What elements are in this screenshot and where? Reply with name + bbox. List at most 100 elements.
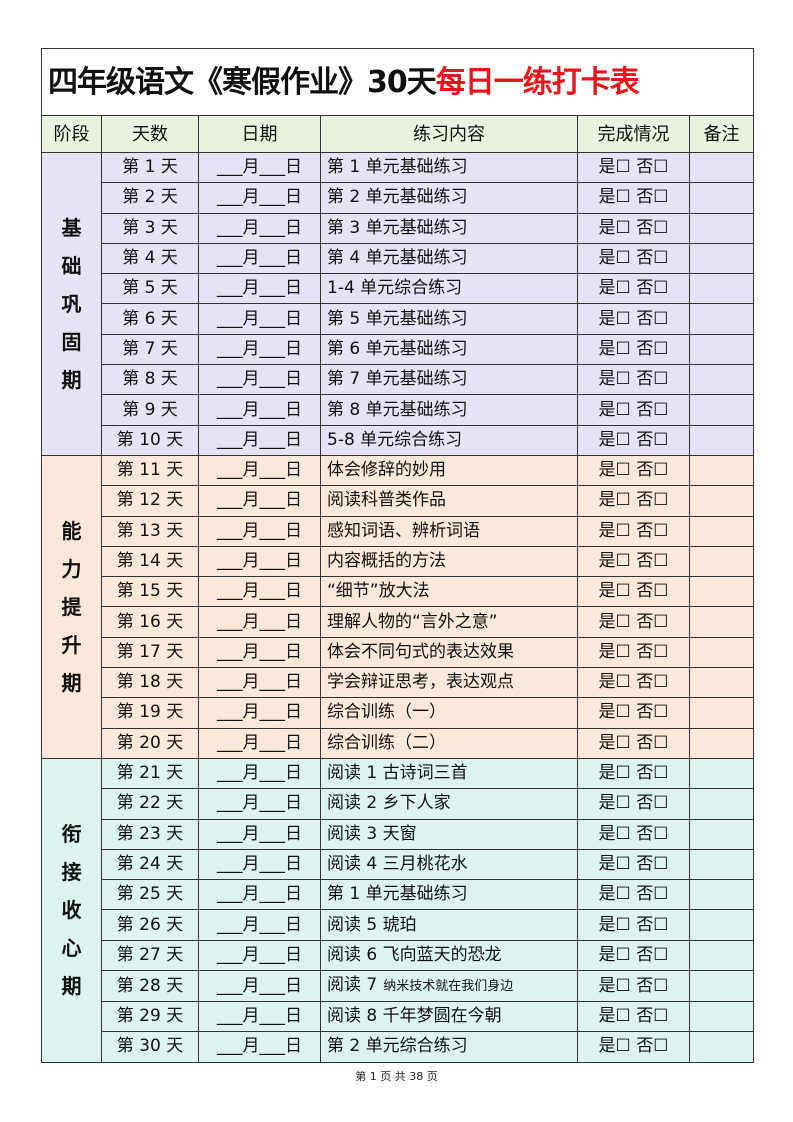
completion-checkboxes[interactable]: 是☐ 否☐ bbox=[577, 667, 690, 699]
notes-cell[interactable] bbox=[689, 606, 754, 638]
day-cell: 第 13 天 bbox=[101, 515, 199, 547]
completion-checkboxes[interactable]: 是☐ 否☐ bbox=[577, 818, 690, 850]
title-highlight: 每日一练打卡表 bbox=[435, 64, 640, 100]
stage-cell: 衔接收心期 bbox=[41, 757, 102, 1063]
notes-cell[interactable] bbox=[689, 151, 754, 184]
day-cell: 第 30 天 bbox=[101, 1031, 199, 1063]
date-field[interactable]: ___月___日 bbox=[198, 909, 321, 941]
date-field[interactable]: ___月___日 bbox=[198, 939, 321, 972]
notes-cell[interactable] bbox=[689, 1001, 754, 1033]
completion-checkboxes[interactable]: 是☐ 否☐ bbox=[577, 454, 690, 487]
completion-checkboxes[interactable]: 是☐ 否☐ bbox=[577, 394, 690, 426]
completion-checkboxes[interactable]: 是☐ 否☐ bbox=[577, 364, 690, 396]
completion-checkboxes[interactable]: 是☐ 否☐ bbox=[577, 697, 690, 729]
completion-checkboxes[interactable]: 是☐ 否☐ bbox=[577, 909, 690, 941]
completion-checkboxes[interactable]: 是☐ 否☐ bbox=[577, 788, 690, 820]
notes-cell[interactable] bbox=[689, 424, 754, 456]
date-field[interactable]: ___月___日 bbox=[198, 757, 321, 790]
notes-cell[interactable] bbox=[689, 182, 754, 214]
date-field[interactable]: ___月___日 bbox=[198, 394, 321, 426]
header-date: 日期 bbox=[198, 115, 321, 153]
date-field[interactable]: ___月___日 bbox=[198, 212, 321, 244]
notes-cell[interactable] bbox=[689, 364, 754, 396]
notes-cell[interactable] bbox=[689, 697, 754, 729]
date-field[interactable]: ___月___日 bbox=[198, 1031, 321, 1063]
day-cell: 第 6 天 bbox=[101, 303, 199, 335]
completion-checkboxes[interactable]: 是☐ 否☐ bbox=[577, 333, 690, 366]
notes-cell[interactable] bbox=[689, 667, 754, 699]
completion-checkboxes[interactable]: 是☐ 否☐ bbox=[577, 273, 690, 305]
date-field[interactable]: ___月___日 bbox=[198, 667, 321, 699]
notes-cell[interactable] bbox=[689, 939, 754, 972]
notes-cell[interactable] bbox=[689, 545, 754, 578]
completion-checkboxes[interactable]: 是☐ 否☐ bbox=[577, 636, 690, 669]
date-field[interactable]: ___月___日 bbox=[198, 879, 321, 911]
table-row: 第 30 天 ___月___日第 2 单元综合练习 是☐ 否☐ bbox=[41, 1031, 754, 1063]
notes-cell[interactable] bbox=[689, 394, 754, 426]
date-field[interactable]: ___月___日 bbox=[198, 788, 321, 820]
date-field[interactable]: ___月___日 bbox=[198, 303, 321, 335]
completion-checkboxes[interactable]: 是☐ 否☐ bbox=[577, 242, 690, 275]
notes-cell[interactable] bbox=[689, 727, 754, 759]
date-field[interactable]: ___月___日 bbox=[198, 242, 321, 275]
completion-checkboxes[interactable]: 是☐ 否☐ bbox=[577, 485, 690, 517]
notes-cell[interactable] bbox=[689, 818, 754, 850]
notes-cell[interactable] bbox=[689, 879, 754, 911]
date-field[interactable]: ___月___日 bbox=[198, 424, 321, 456]
completion-checkboxes[interactable]: 是☐ 否☐ bbox=[577, 303, 690, 335]
notes-cell[interactable] bbox=[689, 273, 754, 305]
completion-checkboxes[interactable]: 是☐ 否☐ bbox=[577, 576, 690, 608]
date-field[interactable]: ___月___日 bbox=[198, 636, 321, 669]
completion-checkboxes[interactable]: 是☐ 否☐ bbox=[577, 606, 690, 638]
notes-cell[interactable] bbox=[689, 576, 754, 608]
notes-cell[interactable] bbox=[689, 757, 754, 790]
completion-checkboxes[interactable]: 是☐ 否☐ bbox=[577, 545, 690, 578]
date-field[interactable]: ___月___日 bbox=[198, 182, 321, 214]
completion-checkboxes[interactable]: 是☐ 否☐ bbox=[577, 1001, 690, 1033]
date-field[interactable]: ___月___日 bbox=[198, 576, 321, 608]
notes-cell[interactable] bbox=[689, 212, 754, 244]
date-field[interactable]: ___月___日 bbox=[198, 727, 321, 759]
notes-cell[interactable] bbox=[689, 1031, 754, 1063]
date-field[interactable]: ___月___日 bbox=[198, 333, 321, 366]
date-field[interactable]: ___月___日 bbox=[198, 818, 321, 850]
completion-checkboxes[interactable]: 是☐ 否☐ bbox=[577, 515, 690, 547]
date-field[interactable]: ___月___日 bbox=[198, 1001, 321, 1033]
completion-checkboxes[interactable]: 是☐ 否☐ bbox=[577, 727, 690, 759]
date-field[interactable]: ___月___日 bbox=[198, 515, 321, 547]
notes-cell[interactable] bbox=[689, 909, 754, 941]
completion-checkboxes[interactable]: 是☐ 否☐ bbox=[577, 879, 690, 911]
completion-checkboxes[interactable]: 是☐ 否☐ bbox=[577, 151, 690, 184]
date-field[interactable]: ___月___日 bbox=[198, 848, 321, 881]
notes-cell[interactable] bbox=[689, 303, 754, 335]
notes-cell[interactable] bbox=[689, 636, 754, 669]
notes-cell[interactable] bbox=[689, 485, 754, 517]
notes-cell[interactable] bbox=[689, 454, 754, 487]
date-field[interactable]: ___月___日 bbox=[198, 606, 321, 638]
date-field[interactable]: ___月___日 bbox=[198, 273, 321, 305]
stage-label: 衔接收心期 bbox=[61, 822, 82, 999]
date-field[interactable]: ___月___日 bbox=[198, 151, 321, 184]
completion-checkboxes[interactable]: 是☐ 否☐ bbox=[577, 757, 690, 790]
completion-checkboxes[interactable]: 是☐ 否☐ bbox=[577, 1031, 690, 1063]
notes-cell[interactable] bbox=[689, 333, 754, 366]
completion-checkboxes[interactable]: 是☐ 否☐ bbox=[577, 212, 690, 244]
notes-cell[interactable] bbox=[689, 970, 754, 1003]
date-field[interactable]: ___月___日 bbox=[198, 454, 321, 487]
date-field[interactable]: ___月___日 bbox=[198, 545, 321, 578]
notes-cell[interactable] bbox=[689, 788, 754, 820]
completion-checkboxes[interactable]: 是☐ 否☐ bbox=[577, 424, 690, 456]
date-field[interactable]: ___月___日 bbox=[198, 697, 321, 729]
completion-checkboxes[interactable]: 是☐ 否☐ bbox=[577, 970, 690, 1003]
completion-checkboxes[interactable]: 是☐ 否☐ bbox=[577, 182, 690, 214]
date-field[interactable]: ___月___日 bbox=[198, 364, 321, 396]
completion-checkboxes[interactable]: 是☐ 否☐ bbox=[577, 939, 690, 972]
date-field[interactable]: ___月___日 bbox=[198, 970, 321, 1003]
day-cell: 第 21 天 bbox=[101, 757, 199, 790]
notes-cell[interactable] bbox=[689, 242, 754, 275]
date-field[interactable]: ___月___日 bbox=[198, 485, 321, 517]
notes-cell[interactable] bbox=[689, 848, 754, 881]
notes-cell[interactable] bbox=[689, 515, 754, 547]
completion-checkboxes[interactable]: 是☐ 否☐ bbox=[577, 848, 690, 881]
table-row: 第 9 天 ___月___日第 8 单元基础练习 是☐ 否☐ bbox=[41, 394, 754, 426]
